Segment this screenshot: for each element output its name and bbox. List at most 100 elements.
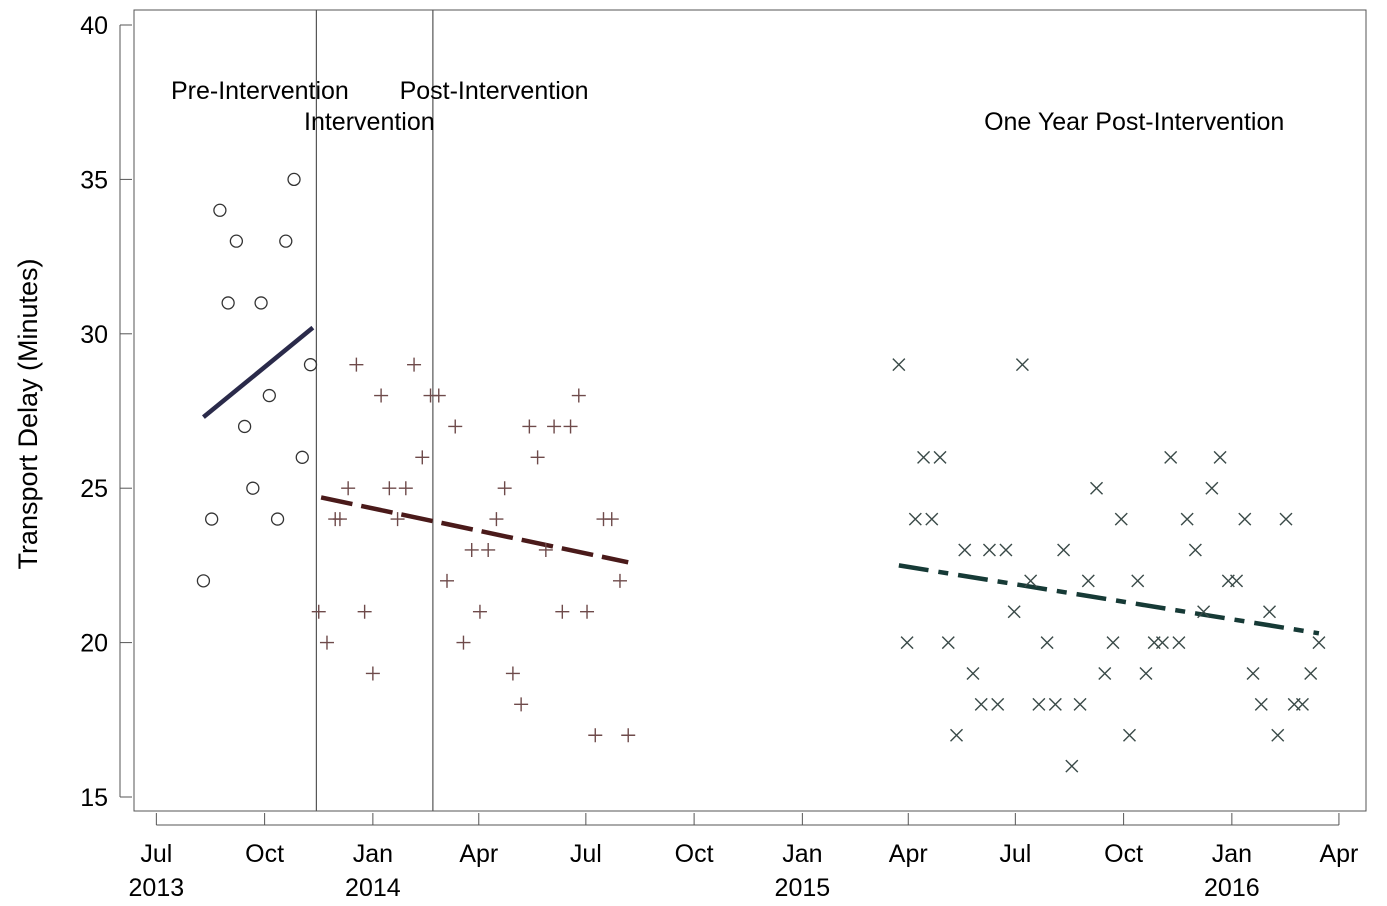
data-point-x [999,543,1013,557]
phase-annotation: Intervention [304,108,435,136]
data-point-circle [287,172,301,187]
data-point-plus [357,604,372,619]
data-point-x [1238,512,1252,526]
x-tick-label: Jan [782,840,822,868]
data-point-circle [221,296,235,310]
y-tick-label: 30 [80,321,108,349]
x-tick-year-label: 2016 [1204,874,1260,901]
data-point-plus [514,697,529,712]
data-point-x [892,358,906,372]
x-tick-year-label: 2014 [345,874,401,901]
data-point-x [1246,666,1260,680]
data-point-plus [311,604,326,619]
data-point-x [1164,450,1178,464]
data-point-x [900,636,914,650]
data-point-plus [456,635,471,650]
data-point-plus [563,419,578,434]
data-point-plus [472,604,487,619]
data-point-x [1254,697,1268,711]
data-point-plus [382,481,397,496]
plot-frame [133,9,1367,812]
data-point-plus [390,512,405,527]
data-point-plus [398,481,413,496]
data-point-circle [213,203,227,217]
data-point-x [1271,728,1285,742]
x-tick-label: Oct [675,840,714,868]
data-point-circle [279,234,293,248]
y-tick-label: 20 [80,630,108,658]
data-point-x [1032,697,1046,711]
data-point-plus [431,388,446,403]
data-point-circle [262,388,276,403]
data-point-x [1048,697,1062,711]
data-point-x [1230,574,1244,588]
data-point-plus [407,357,422,372]
data-point-x [1188,543,1202,557]
data-point-plus [489,512,504,527]
trend-line [202,325,315,419]
x-tick-label: Apr [889,840,928,868]
data-point-x [958,543,972,557]
trend-line [320,495,629,565]
data-point-x [1122,728,1136,742]
x-tick-label: Jan [353,840,393,868]
y-tick-label: 35 [80,166,108,194]
data-point-circle [205,512,219,526]
data-point-x [1312,636,1326,650]
data-point-plus [319,635,334,650]
data-point-x [1279,512,1293,526]
x-tick-label: Jul [140,840,172,868]
data-point-x [1131,574,1145,588]
data-point-x [1098,666,1112,680]
data-point-plus [621,728,636,743]
x-tick-label: Apr [1319,840,1358,868]
data-point-plus [588,728,603,743]
data-point-plus [448,419,463,434]
data-point-x [1007,605,1021,619]
data-point-circle [246,481,260,495]
data-point-x [1106,636,1120,650]
data-point-plus [612,573,627,588]
data-point-circle [229,234,244,248]
x-tick-label: Apr [459,840,498,868]
data-point-x [1213,450,1227,464]
x-tick-label: Jul [999,840,1031,868]
data-point-circle [270,512,285,526]
data-point-x [974,697,988,711]
data-point-x [982,543,996,557]
x-tick-label: Oct [1104,840,1143,868]
data-point-x [1172,636,1186,650]
data-point-x [925,512,939,526]
data-point-x [1197,605,1211,619]
data-point-x [1263,605,1277,619]
phase-boundaries [315,10,434,811]
data-point-plus [349,357,364,372]
y-tick-label: 15 [80,784,108,812]
data-point-x [1073,697,1087,711]
data-point-x [1081,574,1095,588]
data-point-plus [440,573,455,588]
data-point-plus [505,666,520,681]
data-point-x [1024,574,1038,588]
data-point-x [1304,666,1318,680]
data-point-x [1065,759,1079,773]
x-tick-label: Jan [1212,840,1252,868]
data-points [196,172,1326,773]
data-point-plus [530,450,545,465]
data-point-plus [332,512,347,527]
data-point-x [941,636,955,650]
data-point-x [966,666,980,680]
data-point-x [917,450,931,464]
data-point-plus [522,419,537,434]
data-point-x [1180,512,1194,526]
data-point-plus [481,542,496,557]
data-point-x [950,728,964,742]
data-point-plus [547,419,562,434]
data-point-plus [604,512,619,527]
data-point-plus [341,481,356,496]
data-point-x [1205,481,1219,495]
data-point-plus [571,388,586,403]
data-point-x [1139,666,1153,680]
data-point-plus [555,604,570,619]
